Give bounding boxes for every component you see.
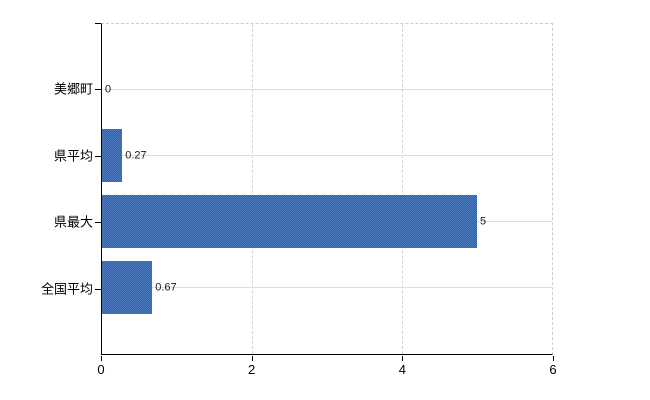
y-axis-tick — [95, 288, 101, 290]
x-axis-tick — [553, 356, 554, 361]
horizontal-gridline — [102, 287, 552, 288]
bar-value-label: 0.27 — [125, 149, 147, 162]
x-axis-tick — [101, 356, 102, 361]
horizontal-gridline — [102, 155, 552, 156]
y-axis-tick — [95, 89, 101, 91]
category-label: 全国平均 — [40, 281, 93, 297]
bar-value-label: 5 — [480, 215, 487, 228]
category-label: 県最大 — [53, 214, 93, 230]
y-axis-tick — [95, 155, 101, 157]
category-label: 美郷町 — [53, 81, 93, 97]
vertical-gridline — [251, 24, 253, 354]
horizontal-gridline — [102, 89, 552, 90]
category-label: 県平均 — [53, 148, 93, 164]
x-axis-tick-label: 2 — [248, 362, 256, 377]
x-axis-tick-label: 6 — [549, 362, 557, 377]
vertical-gridline — [401, 24, 403, 354]
bar — [102, 261, 153, 314]
x-axis-tick — [251, 356, 253, 361]
x-axis-tick-label: 4 — [398, 362, 406, 377]
x-axis-tick — [402, 356, 404, 361]
bar — [102, 195, 477, 248]
bar-value-label: 0 — [105, 83, 112, 96]
y-axis-tick — [95, 222, 101, 224]
x-axis-tick-label: 0 — [97, 362, 105, 377]
y-axis-category-labels: 美郷町県平均県最大全国平均 — [0, 23, 93, 355]
y-axis-end-tick — [95, 23, 101, 24]
plot-area: 0 0.27 5 0.67 — [101, 23, 553, 355]
bar-value-label: 0.67 — [155, 281, 177, 294]
bar — [102, 129, 123, 182]
